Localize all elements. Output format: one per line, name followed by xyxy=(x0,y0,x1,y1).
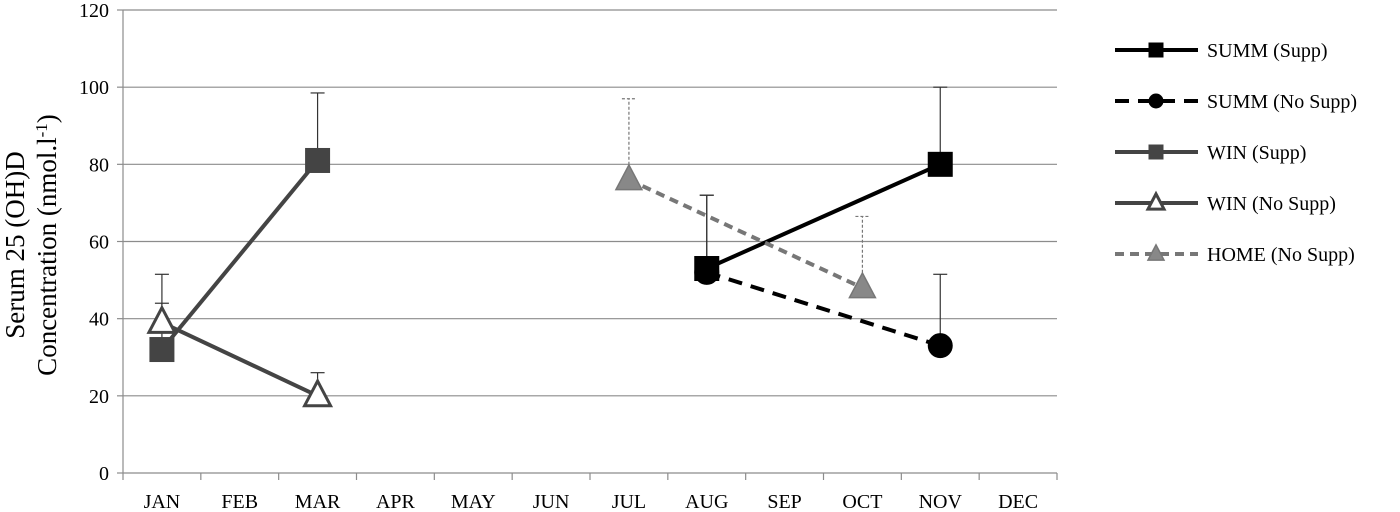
y-axis-label-line-1: Serum 25 (OH)D xyxy=(0,151,30,338)
series-line xyxy=(628,177,864,290)
y-tick-label: 0 xyxy=(99,463,109,485)
legend-label: WIN (No Supp) xyxy=(1207,193,1336,215)
data-point xyxy=(927,151,953,177)
legend-label: SUMM (No Supp) xyxy=(1207,91,1357,113)
x-tick-label: APR xyxy=(376,491,416,512)
axes: 0 20 40 60 80 100 120 JAN FEB MAR APR MAY JUN JUL AUG S… xyxy=(0,0,1058,512)
x-tick-label: MAR xyxy=(295,491,341,512)
x-tick-label: AUG xyxy=(685,491,728,512)
series-line xyxy=(161,320,319,398)
data-point xyxy=(302,377,334,408)
data-point xyxy=(149,337,175,363)
x-tick-label: OCT xyxy=(842,491,882,512)
legend-marker xyxy=(1148,93,1164,109)
x-tick-label: NOV xyxy=(919,491,963,512)
legend: SUMM (Supp) SUMM (No Supp) WIN (Supp) WIN (… xyxy=(1115,40,1357,266)
x-tick-label: JUN xyxy=(533,491,570,512)
series-markers xyxy=(146,147,953,408)
y-tick-label: 80 xyxy=(89,154,109,176)
legend-marker xyxy=(1145,190,1167,211)
x-tick-label: SEP xyxy=(767,491,801,512)
y-tick-label: 100 xyxy=(79,77,109,99)
y-tick-label: 60 xyxy=(89,232,109,254)
x-tick-label: JUL xyxy=(612,491,646,512)
x-tick-label: MAY xyxy=(451,491,496,512)
y-tick-label: 40 xyxy=(89,309,109,331)
data-point xyxy=(146,304,178,334)
data-point xyxy=(848,271,877,299)
series-lines xyxy=(160,159,942,398)
x-tick-label: DEC xyxy=(998,491,1038,512)
data-point xyxy=(614,163,644,191)
x-tick-label: FEB xyxy=(221,491,258,512)
data-point xyxy=(305,147,331,173)
legend-marker xyxy=(1148,144,1164,160)
data-point xyxy=(694,259,720,285)
legend-label: HOME (No Supp) xyxy=(1207,244,1355,266)
x-tick-label: JAN xyxy=(144,491,181,512)
legend-marker xyxy=(1146,243,1166,261)
y-axis-label-line-2: Concentration (nmol.l-1) xyxy=(32,114,62,376)
series-line xyxy=(160,159,320,351)
data-point xyxy=(927,333,953,359)
gridlines xyxy=(123,9,1057,397)
y-tick-label: 120 xyxy=(79,0,109,22)
legend-marker xyxy=(1148,42,1164,58)
legend-label: SUMM (Supp) xyxy=(1207,40,1328,62)
series-line xyxy=(705,162,942,271)
series-line xyxy=(706,270,941,348)
legend-label: WIN (Supp) xyxy=(1207,142,1306,164)
y-tick-label: 20 xyxy=(89,386,109,408)
